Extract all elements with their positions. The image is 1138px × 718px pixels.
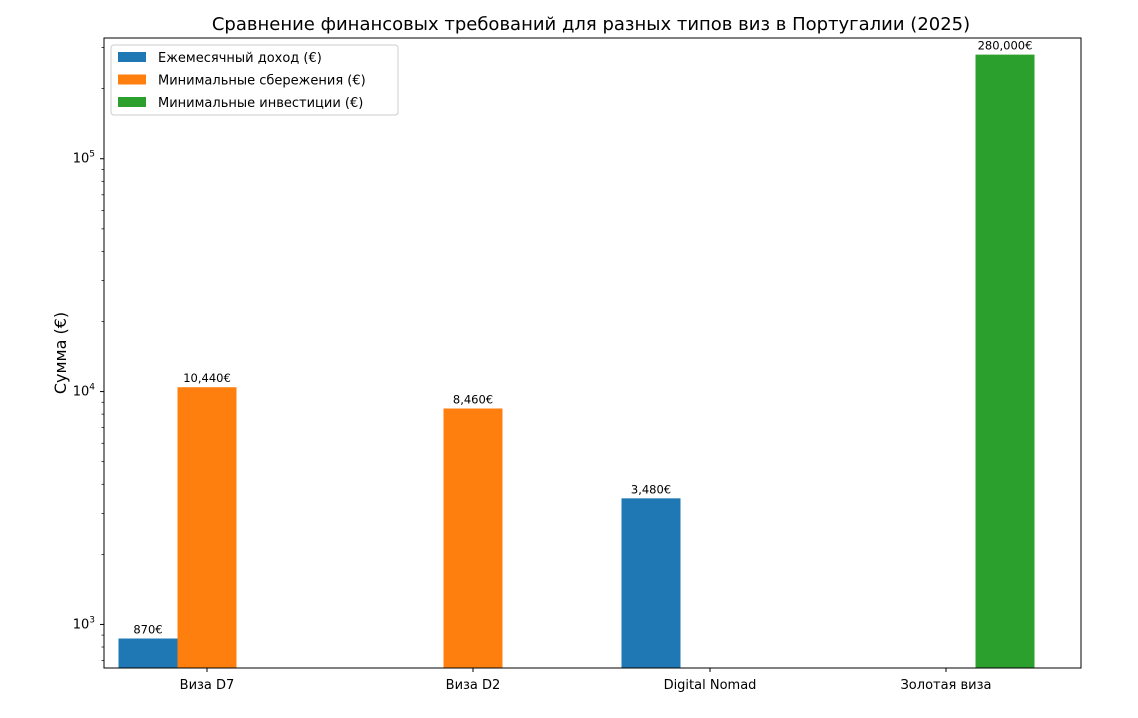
bar-value-label: 280,000€ — [978, 39, 1033, 53]
bar-value-label: 8,460€ — [453, 392, 493, 406]
y-tick-label: 104 — [73, 383, 96, 400]
x-tick-label: Digital Nomad — [664, 678, 757, 693]
x-tick-label: Виза D7 — [180, 678, 235, 693]
bar-value-label: 3,480€ — [631, 482, 671, 496]
y-tick-base: 10 — [73, 152, 90, 167]
bar — [621, 498, 681, 668]
x-tick-label: Золотая виза — [900, 678, 991, 693]
legend-label: Минимальные сбережения (€) — [158, 74, 366, 89]
bar-value-label: 10,440€ — [183, 371, 231, 385]
x-axis-ticks: Виза D7 Виза D2 Digital Nomad Золотая виза — [180, 668, 992, 693]
legend-swatch — [118, 74, 146, 85]
legend-label: Ежемесячный доход (€) — [158, 51, 322, 66]
y-tick-label: 103 — [73, 615, 95, 632]
y-axis-label: Сумма (€) — [51, 312, 70, 394]
legend-label: Минимальные инвестиции (€) — [158, 96, 363, 111]
bar — [118, 638, 178, 668]
bars-group — [118, 54, 1035, 669]
legend-swatch — [118, 52, 146, 62]
bar-labels-group: 870€ 10,440€ 8,460€ 3,480€ 280,000€ — [133, 39, 1032, 637]
y-tick-base: 10 — [73, 617, 90, 632]
y-tick-base: 10 — [73, 385, 90, 400]
chart-title: Сравнение финансовых требований для разн… — [212, 14, 970, 35]
bar — [177, 387, 237, 668]
bar-value-label: 870€ — [133, 623, 162, 637]
y-tick-exponent: 4 — [89, 383, 95, 393]
y-tick-exponent: 3 — [89, 615, 95, 625]
legend: Ежемесячный доход (€) Минимальные сбереже… — [110, 44, 399, 116]
y-tick-exponent: 5 — [89, 150, 95, 160]
bar — [975, 54, 1035, 669]
bar — [443, 408, 503, 668]
y-tick-label: 105 — [73, 150, 95, 167]
x-tick-label: Виза D2 — [446, 678, 501, 693]
legend-swatch — [118, 97, 146, 107]
plot-frame — [103, 37, 1082, 669]
legend-box — [110, 44, 399, 116]
